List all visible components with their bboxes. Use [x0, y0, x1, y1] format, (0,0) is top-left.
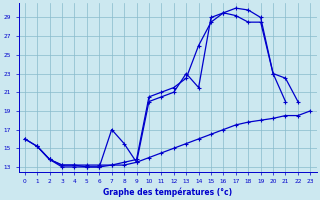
X-axis label: Graphe des températures (°c): Graphe des températures (°c) — [103, 187, 232, 197]
